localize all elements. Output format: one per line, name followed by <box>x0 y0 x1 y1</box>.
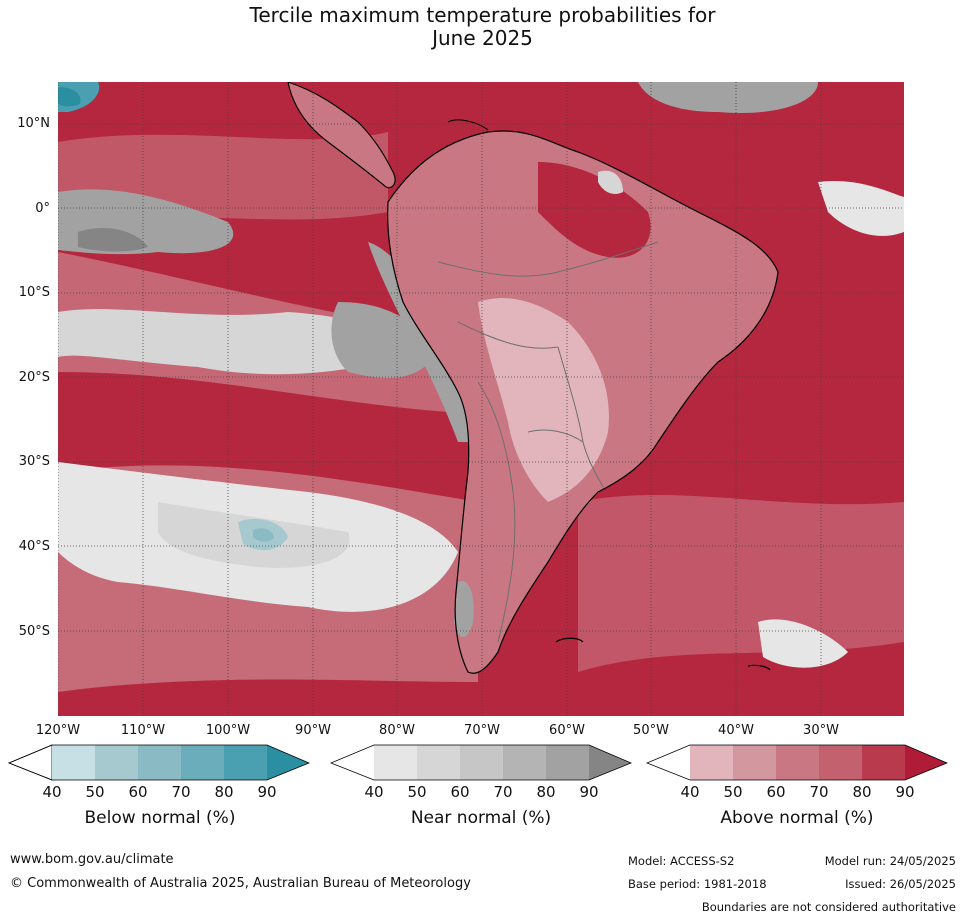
colorbar-segment <box>647 745 690 780</box>
colorbar-segment <box>733 745 776 780</box>
colorbar-segment <box>181 745 224 780</box>
land-above-normal-light <box>478 298 609 502</box>
lon-label-40w: 40°W <box>718 723 754 738</box>
colorbar-segment <box>224 745 267 780</box>
lat-label-50s: 50°S <box>18 624 50 639</box>
above-tick-50: 50 <box>723 783 743 801</box>
near-normal-patch <box>758 619 848 668</box>
map-title: Tercile maximum temperature probabilitie… <box>0 4 965 50</box>
near-normal-colorbar <box>330 744 632 781</box>
colorbar-segment <box>819 745 862 780</box>
near-normal-patch <box>331 302 438 378</box>
land-near-normal-patch <box>454 581 474 637</box>
land-above-normal-dark <box>538 162 651 258</box>
map-title-line2: June 2025 <box>432 26 533 50</box>
lon-label-50w: 50°W <box>633 723 669 738</box>
colorbar-segment <box>417 745 460 780</box>
near-normal-patch <box>58 309 418 375</box>
colorbar-segment <box>460 745 503 780</box>
website-link[interactable]: www.bom.gov.au/climate <box>10 852 174 867</box>
above-tick-80: 80 <box>852 783 872 801</box>
lat-label-40s: 40°S <box>18 539 50 554</box>
probability-map-canvas <box>58 82 904 716</box>
below-tick-50: 50 <box>85 783 105 801</box>
central-america-coastline <box>287 82 396 189</box>
below-tick-90: 90 <box>257 783 277 801</box>
near-tick-50: 50 <box>407 783 427 801</box>
near-normal-coastal-patch <box>368 242 473 442</box>
issued-date: Issued: 26/05/2025 <box>845 877 956 891</box>
colorbar-segment <box>589 745 631 780</box>
near-tick-70: 70 <box>493 783 513 801</box>
above-tick-40: 40 <box>680 783 700 801</box>
below-normal-legend-title: Below normal (%) <box>84 808 236 828</box>
colorbar-segment <box>52 745 95 780</box>
base-period: Base period: 1981-2018 <box>628 877 767 891</box>
colorbar-segment <box>546 745 589 780</box>
near-tick-90: 90 <box>579 783 599 801</box>
south-america-coastline <box>387 130 779 674</box>
land-near-normal-patch <box>598 170 623 194</box>
above-tick-60: 60 <box>766 783 786 801</box>
colorbar-segment <box>905 745 947 780</box>
caribbean-coastline <box>447 119 489 131</box>
map-title-line1: Tercile maximum temperature probabilitie… <box>249 3 716 27</box>
below-tick-40: 40 <box>42 783 62 801</box>
above-normal-colorbar <box>646 744 948 781</box>
colorbar-segment <box>503 745 546 780</box>
below-normal-colorbar <box>8 744 310 781</box>
below-tick-80: 80 <box>214 783 234 801</box>
lat-label-10n: 10°N <box>17 116 50 131</box>
colorbar-segment <box>95 745 138 780</box>
near-normal-patch <box>638 82 818 113</box>
near-tick-80: 80 <box>536 783 556 801</box>
above-normal-legend-title: Above normal (%) <box>720 808 874 828</box>
colorbar-segment <box>690 745 733 780</box>
colorbar-segment <box>8 744 53 781</box>
colorbar-segment <box>138 745 181 780</box>
model-run-date: Model run: 24/05/2025 <box>824 854 956 868</box>
colorbar-segment <box>331 745 374 780</box>
country-border <box>437 241 659 277</box>
colorbar-segment <box>776 745 819 780</box>
below-normal-patch <box>58 87 81 107</box>
falkland-islands-outline <box>555 637 584 643</box>
country-border <box>527 429 584 443</box>
near-tick-60: 60 <box>450 783 470 801</box>
near-tick-40: 40 <box>364 783 384 801</box>
central-america-landmass <box>288 82 396 188</box>
south-georgia-outline <box>747 664 771 671</box>
lat-label-10s: 10°S <box>18 285 50 300</box>
above-tick-70: 70 <box>809 783 829 801</box>
lon-label-70w: 70°W <box>464 723 500 738</box>
lat-label-20s: 20°S <box>18 370 50 385</box>
model-name: Model: ACCESS-S2 <box>628 854 735 868</box>
boundaries-disclaimer: Boundaries are not considered authoritat… <box>701 900 956 914</box>
lon-label-100w: 100°W <box>205 723 251 738</box>
below-normal-patch <box>253 528 274 542</box>
above-tick-90: 90 <box>895 783 915 801</box>
below-tick-70: 70 <box>171 783 191 801</box>
near-normal-patch <box>78 227 148 252</box>
country-border <box>457 321 559 349</box>
country-border <box>477 381 516 643</box>
colorbar-segment <box>374 745 417 780</box>
lon-label-110w: 110°W <box>120 723 166 738</box>
lon-label-30w: 30°W <box>803 723 839 738</box>
near-normal-legend-title: Near normal (%) <box>410 808 552 828</box>
graticule <box>58 82 904 716</box>
below-tick-60: 60 <box>128 783 148 801</box>
near-normal-patch <box>818 180 904 236</box>
colorbar-segment <box>267 745 309 780</box>
lon-label-90w: 90°W <box>295 723 331 738</box>
copyright-notice: © Commonwealth of Australia 2025, Austra… <box>10 876 471 891</box>
probability-map <box>58 82 904 716</box>
lon-label-80w: 80°W <box>379 723 415 738</box>
lon-label-60w: 60°W <box>549 723 585 738</box>
lat-label-0: 0° <box>35 201 50 216</box>
above-normal-band <box>578 494 904 672</box>
lon-label-120w: 120°W <box>35 723 81 738</box>
lat-label-30s: 30°S <box>18 454 50 469</box>
colorbar-segment <box>862 745 905 780</box>
